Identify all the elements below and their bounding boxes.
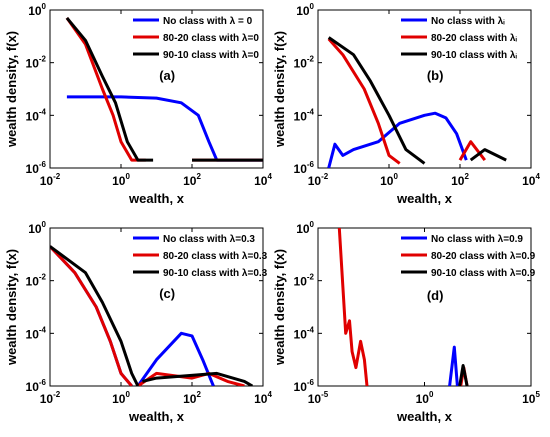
x-tick-label: 10-2 [40,390,61,406]
y-tick-label: 10-2 [26,273,47,289]
x-tick-label: 100 [416,390,434,406]
series-line [327,111,468,168]
legend-label: No class with λᵢ [431,16,505,27]
y-axis-label: wealth density, f(x) [272,249,287,366]
x-axis-label: wealth, x [128,409,185,424]
x-tick-label: 104 [254,172,272,188]
x-tick-label: 104 [254,390,272,406]
series-line [458,364,469,386]
y-tick-label: 10-4 [294,325,315,341]
legend-label: No class with λ=0.9 [431,234,523,245]
x-tick-label: 102 [183,390,201,406]
legend-label: 90-10 class with λ=0.9 [431,268,536,279]
x-tick-label: 100 [380,172,398,188]
legend-label: 80-20 class with λ=0 [163,33,259,44]
x-axis-label: wealth, x [128,191,185,206]
x-tick-label: 10-5 [308,390,329,406]
y-tick-label: 10-2 [26,55,47,71]
x-axis-label: wealth, x [396,409,453,424]
y-tick-label: 10-4 [26,325,47,341]
series-group [337,228,469,386]
y-tick-label: 10-2 [294,55,315,71]
x-tick-label: 100 [112,172,130,188]
y-axis-label: wealth density, f(x) [4,31,19,148]
x-tick-label: 10-2 [40,172,61,188]
panel-label: (a) [159,68,175,83]
x-axis-label: wealth, x [396,191,453,206]
y-tick-label: 10-4 [294,107,315,123]
series-line [448,345,459,386]
y-tick-label: 10-6 [294,378,315,394]
x-tick-label: 102 [451,172,469,188]
x-tick-label: 100 [112,390,130,406]
x-tick-label: 104 [522,172,540,188]
y-tick-label: 10-6 [294,160,315,176]
legend-label: 80-20 class with λ=0.3 [163,251,268,262]
y-axis-label: wealth density, f(x) [272,31,287,148]
legend-label: No class with λ = 0 [163,16,253,27]
y-tick-label: 100 [28,220,46,236]
series-line [66,95,263,162]
x-tick-label: 10-2 [308,172,329,188]
legend-label: No class with λ=0.3 [163,234,255,245]
legend-label: 90-10 class with λ=0.3 [163,268,268,279]
x-tick-label: 102 [183,172,201,188]
series-line [65,16,263,162]
y-axis-label: wealth density, f(x) [4,249,19,366]
y-tick-label: 10-2 [294,273,315,289]
panel-label: (b) [427,68,444,83]
x-tick-label: 105 [522,390,540,406]
series-group [65,16,263,162]
legend-label: 80-20 class with λᵢ [431,33,517,44]
panel-label: (d) [427,288,444,303]
series-group [50,245,254,386]
panel-label: (c) [159,286,175,301]
y-tick-label: 100 [28,2,46,18]
legend-label: 90-10 class with λ=0 [163,50,259,61]
series-line [327,36,507,165]
legend-label: 80-20 class with λ=0.9 [431,251,536,262]
y-tick-label: 10-6 [26,160,47,176]
series-line [50,245,254,386]
y-tick-label: 100 [296,220,314,236]
y-tick-label: 100 [296,2,314,18]
series-group [327,36,507,168]
y-tick-label: 10-6 [26,378,47,394]
legend-label: 90-10 class with λᵢ [431,50,517,61]
y-tick-label: 10-4 [26,107,47,123]
